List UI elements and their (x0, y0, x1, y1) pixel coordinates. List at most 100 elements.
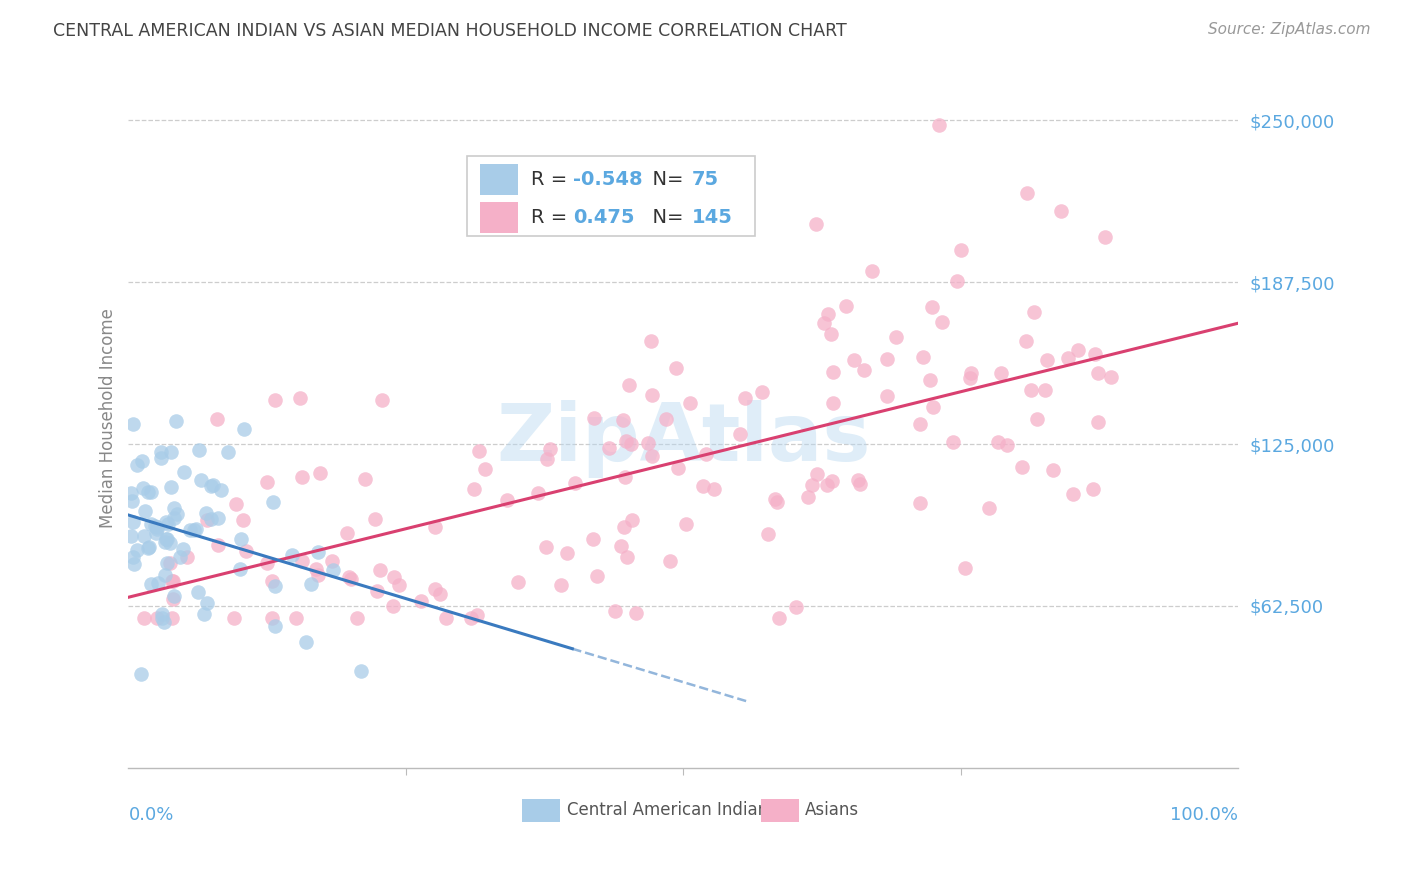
Point (200, 512, 222, 526)
Point (172, 541, 194, 556)
Point (143, 519, 166, 533)
Point (665, 361, 688, 376)
Point (217, 445, 239, 459)
Point (371, 392, 394, 407)
Point (125, 458, 148, 472)
Point (162, 574, 184, 588)
Point (550, 578, 572, 592)
Point (821, 396, 844, 410)
Point (138, 540, 160, 554)
Point (364, 512, 387, 526)
Point (423, 520, 446, 534)
FancyBboxPatch shape (467, 156, 755, 236)
Point (846, 473, 869, 487)
Point (658, 554, 681, 568)
Point (232, 422, 254, 436)
Point (605, 604, 627, 618)
Point (183, 523, 205, 537)
Point (806, 217, 828, 231)
Point (207, 538, 229, 552)
Point (291, 470, 314, 484)
Point (162, 589, 184, 603)
Point (384, 569, 406, 583)
Point (382, 599, 405, 613)
Point (235, 543, 257, 558)
Point (195, 506, 218, 520)
Point (166, 507, 188, 521)
Point (921, 400, 943, 414)
Point (1049, 203, 1071, 218)
Point (817, 307, 839, 321)
Point (162, 591, 184, 606)
Point (640, 450, 662, 464)
Text: N=: N= (640, 170, 690, 189)
Point (813, 317, 835, 331)
Point (264, 393, 287, 408)
Point (666, 460, 689, 475)
Point (640, 334, 662, 348)
Point (460, 610, 482, 624)
Text: -0.548: -0.548 (574, 170, 643, 189)
Text: 0.0%: 0.0% (128, 806, 174, 824)
Point (340, 573, 363, 587)
Point (153, 535, 176, 549)
Point (844, 352, 866, 367)
Point (1094, 230, 1116, 244)
Point (908, 496, 931, 510)
Point (145, 610, 167, 624)
Point (820, 327, 842, 342)
Point (1035, 353, 1057, 368)
Point (641, 387, 664, 401)
Point (149, 444, 172, 458)
Point (337, 569, 360, 583)
Point (307, 545, 329, 559)
FancyBboxPatch shape (523, 799, 560, 822)
Point (179, 523, 201, 537)
Point (336, 525, 359, 540)
Point (860, 263, 883, 277)
Point (835, 299, 858, 313)
Point (350, 664, 373, 678)
Point (162, 574, 184, 589)
Text: 145: 145 (692, 208, 733, 227)
Point (918, 373, 941, 387)
Point (585, 569, 607, 583)
Point (146, 522, 169, 536)
Point (1017, 186, 1039, 200)
Point (429, 587, 451, 601)
Point (366, 583, 388, 598)
Point (564, 476, 586, 491)
Point (849, 476, 872, 491)
Point (434, 610, 457, 624)
Point (949, 243, 972, 257)
Point (281, 549, 304, 563)
Point (139, 517, 162, 532)
Point (768, 610, 790, 624)
Point (225, 497, 247, 511)
Point (139, 485, 162, 500)
Point (155, 515, 177, 529)
Point (157, 516, 180, 531)
Point (152, 607, 174, 621)
Point (121, 550, 143, 565)
Text: 0.475: 0.475 (574, 208, 636, 227)
Point (1057, 351, 1080, 365)
Point (370, 563, 392, 577)
Point (928, 119, 950, 133)
Point (159, 480, 181, 494)
Point (821, 365, 844, 379)
Point (534, 540, 557, 554)
Point (152, 615, 174, 629)
Point (876, 351, 898, 366)
Point (353, 472, 375, 486)
Point (321, 554, 343, 568)
Point (423, 582, 446, 596)
Point (1099, 369, 1122, 384)
Point (195, 513, 218, 527)
Point (136, 541, 159, 555)
Point (637, 435, 659, 450)
Point (912, 350, 935, 364)
Point (1081, 482, 1104, 496)
Point (256, 556, 278, 570)
Point (294, 635, 316, 649)
